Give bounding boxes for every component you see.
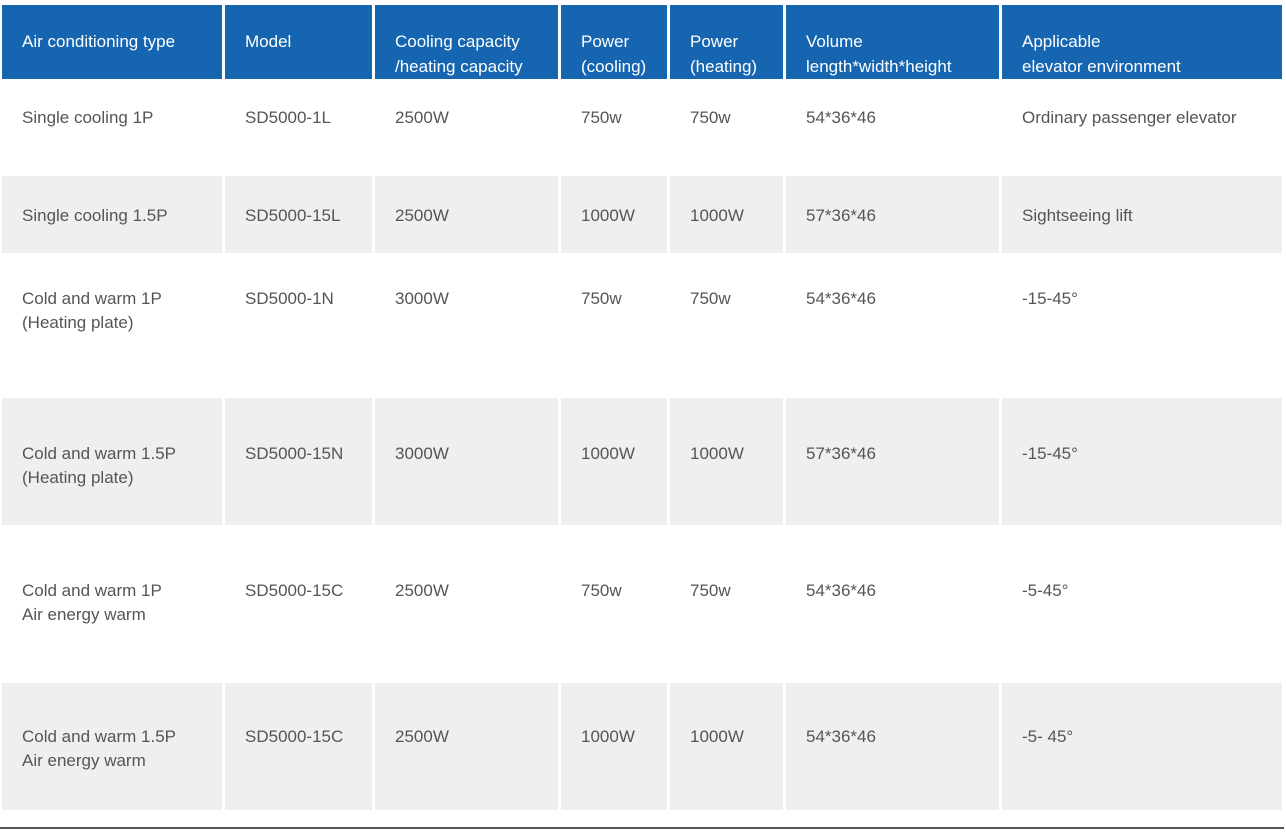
cell-volume: 54*36*46: [786, 528, 999, 680]
cell-capacity: 2500W: [375, 82, 558, 173]
table-bottom-rule: [0, 827, 1284, 829]
cell-capacity: 2500W: [375, 528, 558, 680]
cell-volume: 57*36*46: [786, 398, 999, 525]
table-row: Single cooling 1.5P SD5000-15L 2500W 100…: [2, 176, 1282, 253]
header-air-conditioning-type: Air conditioning type: [2, 5, 222, 79]
cell-power-cooling: 1000W: [561, 683, 667, 810]
cell-power-heating: 750w: [670, 256, 783, 395]
table-row: Cold and warm 1.5P Air energy warm SD500…: [2, 683, 1282, 810]
cell-environment: -5- 45°: [1002, 683, 1282, 810]
cell-volume: 54*36*46: [786, 82, 999, 173]
cell-capacity: 2500W: [375, 683, 558, 810]
cell-environment: -15-45°: [1002, 256, 1282, 395]
cell-power-heating: 750w: [670, 528, 783, 680]
cell-environment: Sightseeing lift: [1002, 176, 1282, 253]
cell-power-heating: 1000W: [670, 398, 783, 525]
cell-environment: -5-45°: [1002, 528, 1282, 680]
cell-model: SD5000-15N: [225, 398, 372, 525]
cell-environment: Ordinary passenger elevator: [1002, 82, 1282, 173]
table-row: Cold and warm 1P (Heating plate) SD5000-…: [2, 256, 1282, 395]
cell-power-cooling: 1000W: [561, 176, 667, 253]
table-row: Single cooling 1P SD5000-1L 2500W 750w 7…: [2, 82, 1282, 173]
header-elevator-environment: Applicable elevator environment: [1002, 5, 1282, 79]
header-model: Model: [225, 5, 372, 79]
cell-volume: 54*36*46: [786, 256, 999, 395]
cell-volume: 57*36*46: [786, 176, 999, 253]
cell-power-cooling: 750w: [561, 256, 667, 395]
table-row: Cold and warm 1.5P (Heating plate) SD500…: [2, 398, 1282, 525]
cell-type: Single cooling 1P: [2, 82, 222, 173]
cell-type: Single cooling 1.5P: [2, 176, 222, 253]
cell-power-heating: 1000W: [670, 683, 783, 810]
cell-environment: -15-45°: [1002, 398, 1282, 525]
cell-model: SD5000-15L: [225, 176, 372, 253]
cell-power-heating: 1000W: [670, 176, 783, 253]
cell-power-cooling: 1000W: [561, 398, 667, 525]
cell-model: SD5000-1L: [225, 82, 372, 173]
cell-model: SD5000-15C: [225, 683, 372, 810]
cell-type: Cold and warm 1.5P Air energy warm: [2, 683, 222, 810]
header-power-heating: Power (heating): [670, 5, 783, 79]
cell-capacity: 2500W: [375, 176, 558, 253]
cell-capacity: 3000W: [375, 398, 558, 525]
cell-model: SD5000-15C: [225, 528, 372, 680]
cell-type: Cold and warm 1P (Heating plate): [2, 256, 222, 395]
cell-type: Cold and warm 1.5P (Heating plate): [2, 398, 222, 525]
cell-power-cooling: 750w: [561, 82, 667, 173]
cell-power-cooling: 750w: [561, 528, 667, 680]
header-row: Air conditioning type Model Cooling capa…: [2, 5, 1282, 79]
spec-table: Air conditioning type Model Cooling capa…: [0, 2, 1285, 813]
header-volume: Volume length*width*height: [786, 5, 999, 79]
cell-model: SD5000-1N: [225, 256, 372, 395]
cell-power-heating: 750w: [670, 82, 783, 173]
cell-volume: 54*36*46: [786, 683, 999, 810]
cell-type: Cold and warm 1P Air energy warm: [2, 528, 222, 680]
header-power-cooling: Power (cooling): [561, 5, 667, 79]
table-row: Cold and warm 1P Air energy warm SD5000-…: [2, 528, 1282, 680]
header-cooling-heating-capacity: Cooling capacity /heating capacity: [375, 5, 558, 79]
cell-capacity: 3000W: [375, 256, 558, 395]
